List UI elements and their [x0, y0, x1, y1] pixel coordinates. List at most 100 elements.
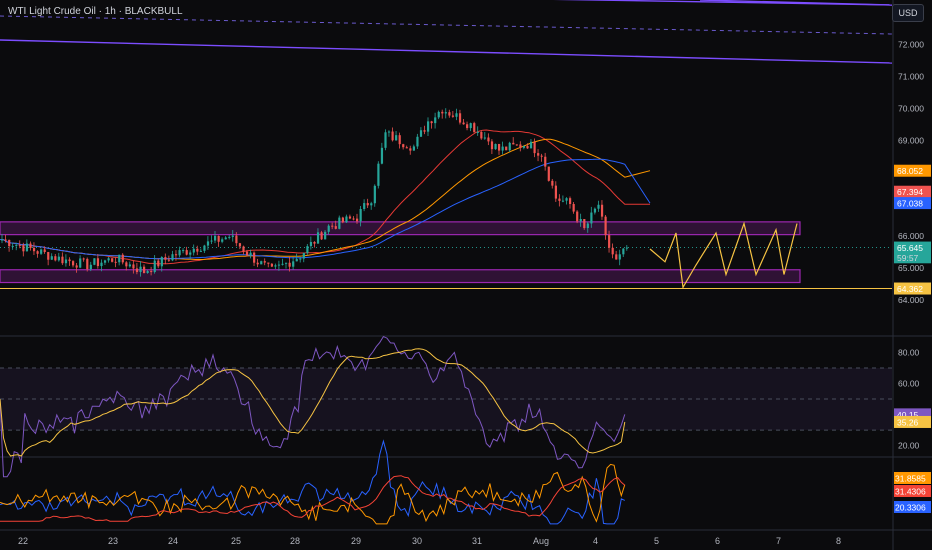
candle-body — [430, 121, 433, 124]
trend-channel-line-2 — [553, 0, 893, 6]
price-label-box — [894, 197, 931, 210]
candle-body — [68, 259, 71, 262]
candle-body — [50, 256, 53, 260]
candle-body — [565, 198, 568, 201]
price-label-text: 67.394 — [897, 187, 923, 197]
candle-body — [427, 121, 430, 132]
candle-body — [178, 250, 181, 256]
time-label: 30 — [412, 536, 422, 546]
candle-body — [22, 245, 25, 252]
candle-body — [32, 248, 36, 252]
candle-body — [11, 245, 14, 247]
candle-body — [583, 219, 586, 229]
candle-body — [380, 147, 384, 164]
dmi-label-text: 20.3306 — [895, 503, 926, 513]
candle-body — [529, 141, 533, 149]
candle-body — [203, 245, 206, 251]
candle-body — [47, 252, 50, 260]
candle-body — [324, 231, 327, 240]
candle-body — [89, 264, 92, 270]
candle-body — [93, 258, 96, 265]
candle-body — [526, 146, 529, 149]
dmi-plus-line — [0, 439, 626, 525]
candle-body — [483, 137, 486, 139]
time-label: 31 — [472, 536, 482, 546]
candle-body — [366, 203, 369, 206]
candle-body — [494, 143, 497, 150]
candle-body — [43, 249, 46, 253]
chart-title: WTI Light Crude Oil · 1h · BLACKBULL — [8, 6, 183, 17]
candle-body — [164, 257, 167, 260]
candle-body — [135, 268, 139, 273]
candle-body — [132, 264, 135, 269]
candle-body — [210, 240, 213, 242]
candle-body — [537, 153, 540, 156]
moving-average-red — [0, 129, 650, 265]
time-label: 22 — [18, 536, 28, 546]
dmi-label-box — [894, 472, 931, 484]
time-label: 4 — [593, 536, 598, 546]
candle-body — [533, 141, 536, 154]
price-tick: 72.000 — [898, 40, 924, 50]
candle-body — [174, 254, 178, 256]
rsi-label-box — [894, 415, 931, 428]
candle-body — [338, 217, 341, 229]
price-label-text: 68.052 — [897, 166, 923, 176]
candle-body — [82, 258, 85, 260]
price-label-box — [894, 241, 931, 254]
candle-body — [292, 261, 295, 267]
candle-body — [498, 143, 501, 151]
candle-body — [370, 203, 373, 206]
candle-body — [352, 218, 355, 220]
candle-body — [490, 141, 494, 150]
candle-body — [423, 130, 426, 132]
dmi-label-box — [894, 501, 931, 513]
candle-body — [238, 243, 242, 247]
candle-body — [18, 244, 21, 246]
candle-body — [288, 262, 291, 267]
candle-body — [391, 131, 394, 141]
candle-body — [487, 137, 490, 142]
candle-body — [501, 146, 504, 151]
candle-body — [373, 185, 376, 204]
price-label-box — [894, 185, 931, 198]
candle-body — [86, 258, 89, 270]
price-label-text: 64.362 — [897, 284, 923, 294]
candle-body — [143, 266, 146, 274]
moving-average-orange — [0, 138, 651, 261]
candle-body — [29, 243, 32, 249]
candle-body — [341, 217, 344, 223]
candle-body — [150, 271, 153, 273]
candle-body — [309, 241, 313, 247]
candle-body — [419, 130, 423, 137]
candle-body — [153, 260, 156, 273]
candle-body — [402, 144, 405, 148]
candle-body — [192, 248, 195, 253]
candle-body — [586, 223, 589, 229]
moving-average-blue — [0, 158, 651, 260]
price-label-text: 59:57 — [897, 253, 919, 263]
candle-body — [615, 254, 618, 260]
candle-body — [395, 135, 398, 141]
candle-body — [249, 252, 252, 256]
candle-body — [387, 131, 391, 133]
candle-body — [40, 249, 43, 254]
time-label: 8 — [836, 536, 841, 546]
candle-body — [285, 262, 288, 264]
candle-body — [515, 144, 518, 146]
candle-body — [384, 132, 387, 148]
currency-button[interactable]: USD — [892, 4, 924, 22]
candle-body — [416, 136, 419, 147]
candle-body — [281, 263, 284, 265]
candle-body — [267, 262, 270, 264]
candle-body — [437, 111, 440, 118]
trend-channel-midline — [0, 15, 893, 35]
candle-body — [593, 208, 597, 213]
candle-body — [558, 198, 561, 201]
rsi-label-text: 35.26 — [897, 417, 919, 427]
price-label-text: 65.645 — [897, 243, 923, 253]
candle-body — [96, 258, 100, 267]
candle-body — [316, 232, 320, 244]
candle-body — [245, 251, 249, 256]
